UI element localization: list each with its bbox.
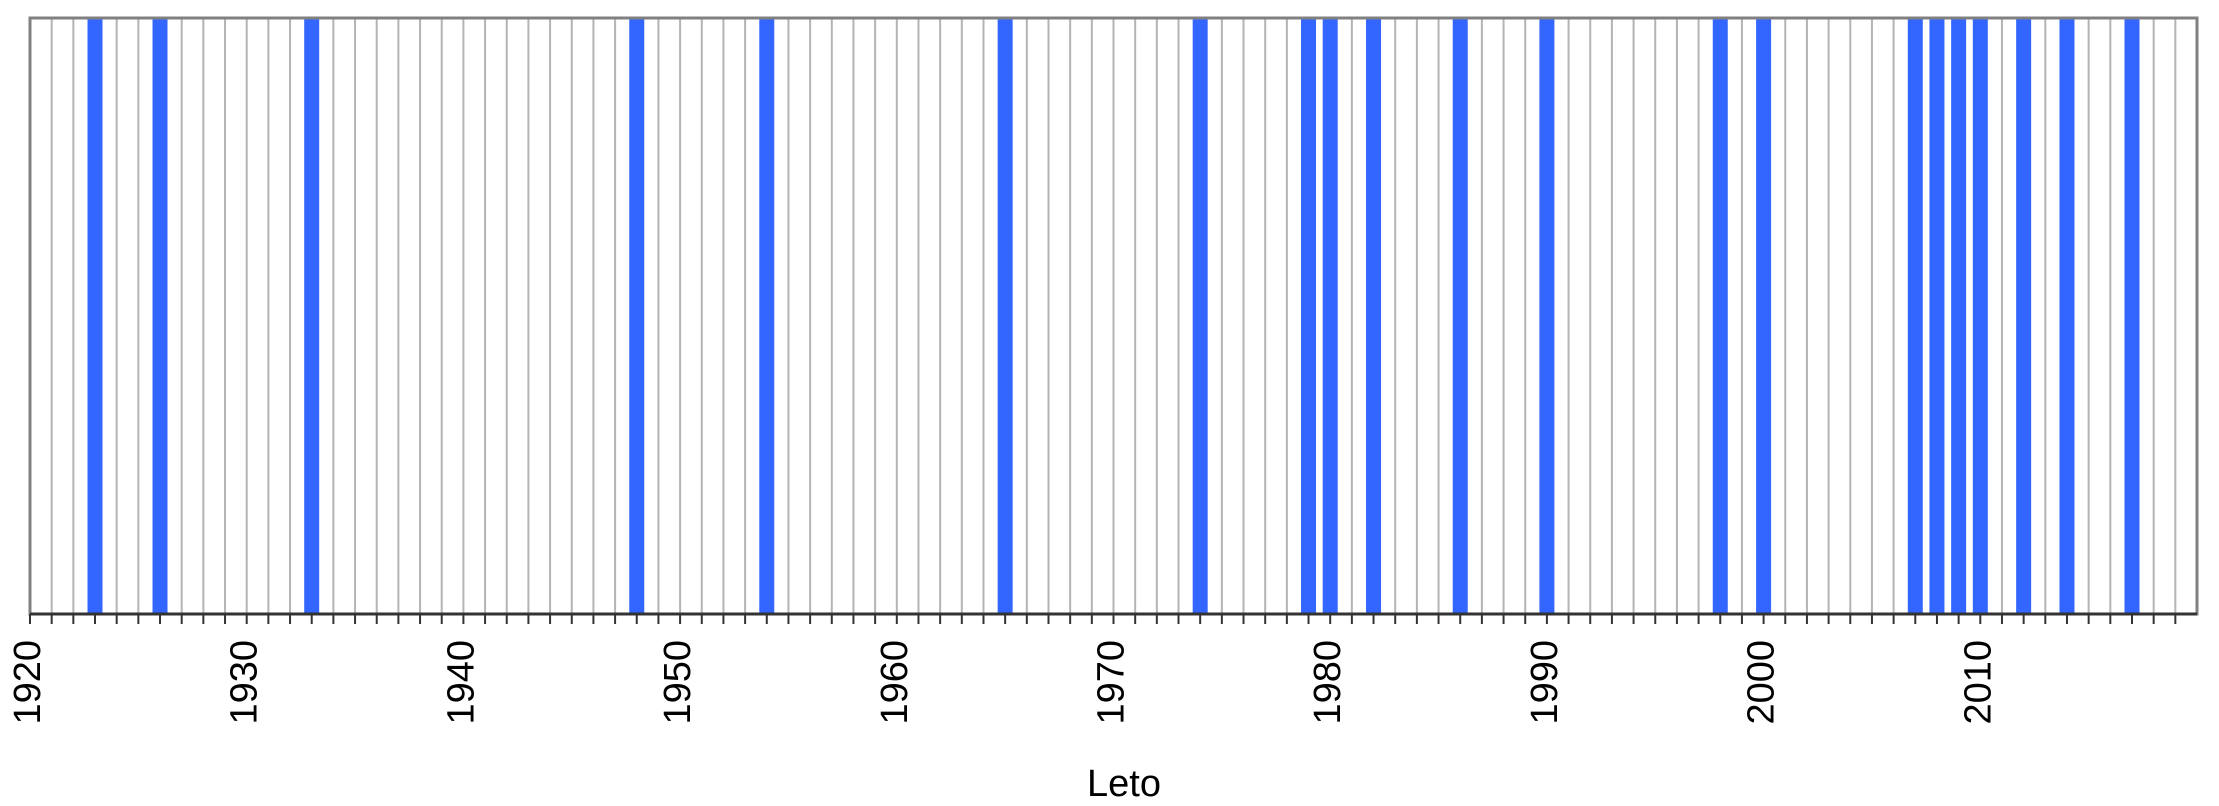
bar-1986 bbox=[1452, 18, 1468, 614]
bar-2010 bbox=[1972, 18, 1988, 614]
bar-1998 bbox=[1712, 18, 1728, 614]
x-tick-label-1980: 1980 bbox=[1307, 640, 1349, 725]
bar-2007 bbox=[1907, 18, 1923, 614]
bar-2014 bbox=[2059, 18, 2075, 614]
x-tick-label-1970: 1970 bbox=[1091, 640, 1133, 725]
bar-1965 bbox=[997, 18, 1013, 614]
bar-1979 bbox=[1301, 18, 1317, 614]
bar-2009 bbox=[1951, 18, 1967, 614]
bar-1982 bbox=[1366, 18, 1382, 614]
bar-1990 bbox=[1539, 18, 1555, 614]
bar-1954 bbox=[759, 18, 775, 614]
bar-2012 bbox=[2016, 18, 2032, 614]
bar-1933 bbox=[304, 18, 320, 614]
x-tick-label-1950: 1950 bbox=[657, 640, 699, 725]
x-axis bbox=[29, 612, 2197, 624]
x-tick-label-2000: 2000 bbox=[1741, 640, 1783, 725]
bar-1923 bbox=[87, 18, 103, 614]
x-tick-label-1920: 1920 bbox=[7, 640, 49, 725]
bar-2017 bbox=[2124, 18, 2140, 614]
x-tick-label-1990: 1990 bbox=[1524, 640, 1566, 725]
x-axis-title: Leto bbox=[1087, 763, 1161, 805]
x-tick-label-1940: 1940 bbox=[440, 640, 482, 725]
bar-1980 bbox=[1322, 18, 1338, 614]
x-tick-label-1960: 1960 bbox=[874, 640, 916, 725]
bar-1948 bbox=[629, 18, 645, 614]
bar-2000 bbox=[1756, 18, 1772, 614]
marked-year-bars bbox=[87, 18, 2140, 614]
bar-2008 bbox=[1929, 18, 1945, 614]
x-tick-label-1930: 1930 bbox=[224, 640, 266, 725]
bar-1926 bbox=[152, 18, 168, 614]
bar-1974 bbox=[1192, 18, 1208, 614]
x-tick-labels: 1920 1930 1940 1950 1960 1970 1980 1990 2000 2010 bbox=[7, 640, 1999, 725]
x-tick-label-2010: 2010 bbox=[1957, 640, 1999, 725]
